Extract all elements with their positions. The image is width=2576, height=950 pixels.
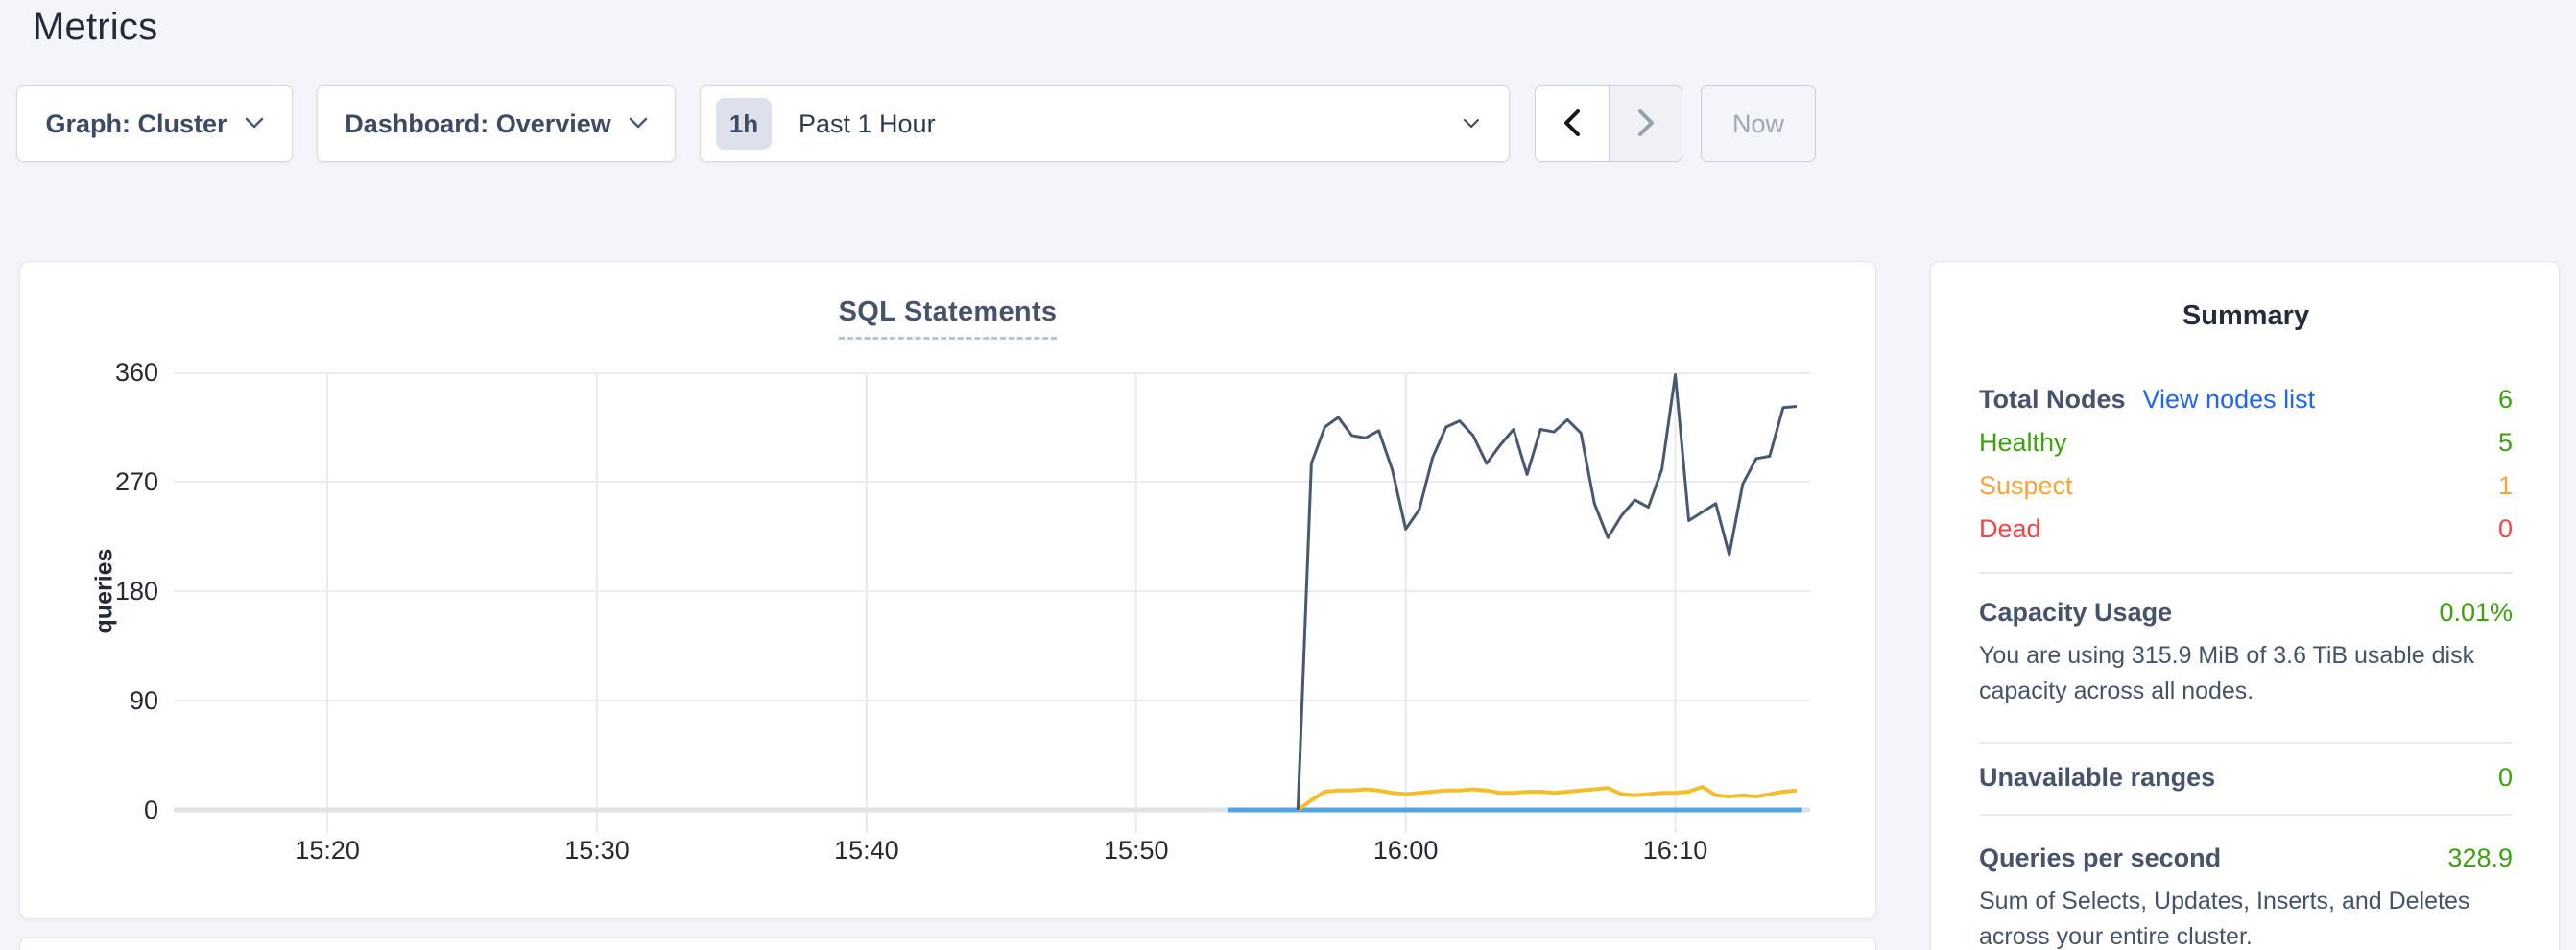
y-tick-label: 360 [114, 358, 158, 387]
chevron-down-icon [245, 117, 264, 131]
prev-time-button[interactable] [1536, 86, 1609, 161]
y-tick-label: 90 [129, 686, 158, 715]
healthy-label: Healthy [1979, 428, 2067, 457]
page-title: Metrics [33, 6, 158, 48]
graph-dropdown[interactable]: Graph: Cluster [16, 85, 293, 162]
yellow-line [1297, 784, 1798, 812]
summary-panel: Summary Total Nodes View nodes list 6 He… [1930, 261, 2560, 950]
divider [1979, 742, 2513, 744]
unavailable-ranges-label: Unavailable ranges [1979, 763, 2216, 792]
dashboard-dropdown-label: Dashboard: Overview [345, 108, 611, 138]
x-tick-label: 15:30 [564, 836, 630, 865]
y-tick-label: 0 [143, 796, 158, 824]
suspect-label: Suspect [1979, 471, 2073, 500]
divider [1979, 814, 2513, 816]
capacity-usage-description: You are using 315.9 MiB of 3.6 TiB usabl… [1979, 642, 2475, 704]
x-tick-label: 16:00 [1372, 836, 1439, 865]
chevron-right-icon [1635, 107, 1657, 141]
divider [1979, 572, 2513, 574]
queries-per-second-description: Sum of Selects, Updates, Inserts, and De… [1979, 888, 2470, 950]
chart-title-row: SQL Statements [20, 297, 1875, 340]
time-window-selector[interactable]: 1h Past 1 Hour [700, 85, 1510, 162]
x-tick-label: 16:10 [1642, 836, 1708, 865]
x-tick-label: 15:20 [295, 836, 360, 865]
next-time-button[interactable] [1609, 86, 1682, 161]
dead-label: Dead [1979, 514, 2041, 543]
suspect-nodes-row: Suspect 1 [1979, 464, 2513, 508]
time-pager [1535, 85, 1682, 162]
queries-per-second-row: Queries per second 328.9 [1979, 837, 2513, 880]
capacity-usage-label: Capacity Usage [1979, 598, 2173, 627]
queries-per-second-value: 328.9 [2447, 843, 2513, 872]
y-tick-label: 270 [114, 467, 158, 496]
time-window-badge: 1h [716, 98, 772, 150]
healthy-nodes-row: Healthy 5 [1979, 421, 2513, 464]
sql-statements-chart-card: SQL Statements queries 360 270 180 90 0 15:2… [19, 261, 1876, 919]
suspect-value: 1 [2497, 471, 2513, 500]
toolbar: Graph: Cluster Dashboard: Overview 1h Pa… [0, 85, 2576, 162]
chevron-down-icon [629, 117, 648, 131]
unavailable-ranges-row: Unavailable ranges 0 [1979, 756, 2513, 799]
dashboard-dropdown[interactable]: Dashboard: Overview [317, 85, 676, 162]
dead-value: 0 [2497, 514, 2513, 543]
queries-per-second-label: Queries per second [1979, 843, 2222, 872]
x-tick-label: 15:40 [834, 836, 899, 865]
chart-title[interactable]: SQL Statements [838, 297, 1058, 340]
chevron-left-icon [1562, 107, 1583, 141]
chevron-down-icon [1463, 117, 1480, 131]
dark-slate-line [1296, 373, 1798, 811]
total-nodes-label: Total Nodes [1979, 385, 2126, 414]
x-tick-label: 15:50 [1103, 836, 1169, 865]
y-tick-label: 180 [114, 577, 158, 606]
sql-statements-plot[interactable] [174, 372, 1810, 844]
dead-nodes-row: Dead 0 [1979, 508, 2513, 551]
view-nodes-list-link[interactable]: View nodes list [2142, 385, 2316, 414]
now-button[interactable]: Now [1701, 85, 1816, 162]
time-window-label: Past 1 Hour [799, 108, 936, 138]
graph-dropdown-label: Graph: Cluster [45, 108, 227, 138]
capacity-usage-value: 0.01% [2439, 598, 2513, 627]
summary-title: Summary [2182, 300, 2310, 331]
capacity-usage-row: Capacity Usage 0.01% [1979, 591, 2513, 634]
healthy-value: 5 [2497, 428, 2513, 457]
next-chart-card-partial [19, 937, 1876, 950]
unavailable-ranges-value: 0 [2497, 763, 2513, 792]
total-nodes-row: Total Nodes View nodes list 6 [1979, 378, 2513, 421]
total-nodes-value: 6 [2497, 385, 2513, 414]
